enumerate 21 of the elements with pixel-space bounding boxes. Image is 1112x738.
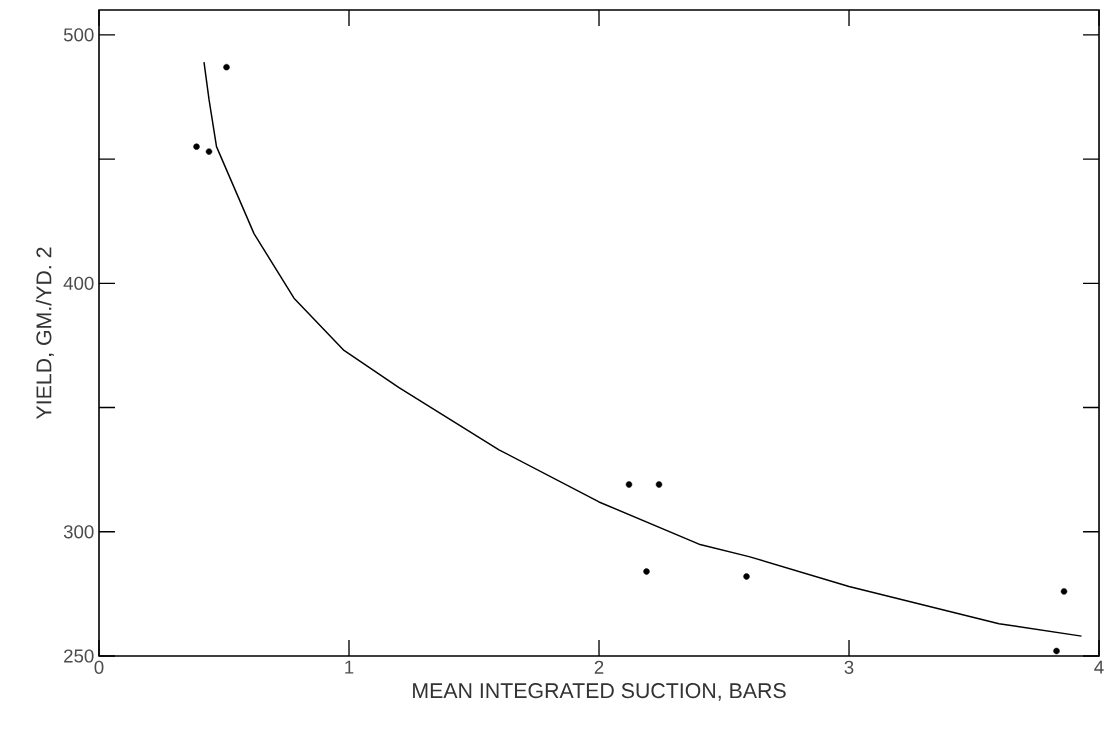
point <box>625 481 633 488</box>
x-tick-label: 3 <box>844 660 854 674</box>
y-tick-label: 300 <box>63 525 94 539</box>
y-tick-label: 500 <box>63 28 94 42</box>
y-axis-title: YIELD, GM./YD. 2 <box>35 247 54 420</box>
point <box>205 148 213 155</box>
point <box>655 481 663 488</box>
point <box>1053 647 1060 655</box>
x-tick-label: 4 <box>1094 660 1104 674</box>
x-tick-label: 1 <box>345 660 354 674</box>
point <box>223 63 230 71</box>
y-tick-label: 250 <box>64 649 94 663</box>
y-tick-label: 400 <box>63 276 94 290</box>
x-axis-title: MEAN INTEGRATED SUCTION, BARS <box>413 683 786 701</box>
point <box>643 568 650 575</box>
line-series <box>203 61 1083 637</box>
point <box>193 143 200 150</box>
x-tick-label: 0 <box>94 660 104 674</box>
point <box>1060 588 1068 595</box>
x-tick-label: 2 <box>594 660 604 674</box>
point <box>743 573 750 580</box>
